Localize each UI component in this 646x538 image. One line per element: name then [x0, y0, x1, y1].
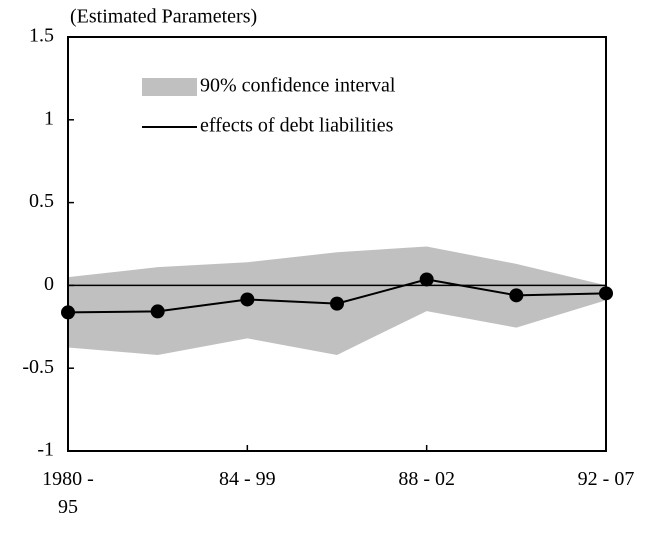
x-tick-label: 1980 - 95 — [42, 468, 94, 518]
legend-swatch — [142, 78, 197, 96]
y-tick-label: 1 — [44, 107, 54, 129]
x-tick-label: 88 - 02 — [398, 468, 455, 490]
data-point — [509, 288, 524, 303]
y-tick-label: -0.5 — [22, 356, 54, 378]
y-tick-label: -1 — [37, 439, 54, 461]
x-tick-label: 84 - 99 — [218, 468, 276, 490]
plot-frame — [67, 36, 607, 452]
legend-label: 90% confidence interval — [200, 75, 396, 97]
y-axis-label: (Estimated Parameters) — [70, 6, 257, 28]
data-point — [150, 304, 165, 319]
legend-label: effects of debt liabilities — [200, 115, 394, 137]
y-tick-label: 1.5 — [29, 25, 54, 47]
y-tick-label: 0 — [44, 273, 54, 295]
y-tick-label: 0.5 — [29, 190, 54, 212]
data-point — [419, 272, 434, 287]
x-tick-label: 92 - 07 — [577, 468, 635, 490]
data-point — [240, 292, 255, 307]
data-point — [330, 296, 344, 311]
